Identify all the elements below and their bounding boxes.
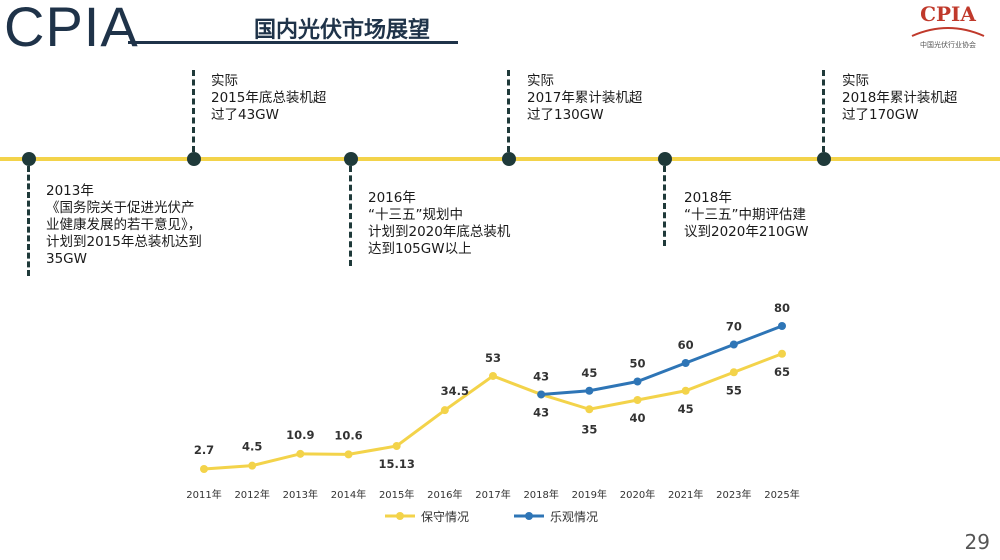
data-label: 40: [629, 411, 645, 425]
legend-label: 乐观情况: [550, 510, 598, 524]
timeline-connector: [27, 166, 30, 276]
data-label: 10.6: [334, 428, 362, 442]
timeline-connector: [822, 70, 825, 152]
x-tick-label: 2020年: [620, 488, 655, 501]
x-tick-label: 2017年: [475, 488, 510, 501]
data-label: 43: [533, 405, 549, 419]
data-point: [729, 340, 738, 349]
timeline-connector: [663, 166, 666, 246]
x-tick-label: 2011年: [186, 488, 221, 501]
data-point: [344, 450, 353, 459]
x-tick-label: 2018年: [523, 488, 558, 501]
data-point: [778, 349, 786, 358]
timeline-line: [0, 157, 1000, 161]
timeline-connector: [349, 166, 352, 266]
data-label: 15.13: [378, 457, 414, 471]
x-tick-label: 2019年: [572, 488, 607, 501]
x-tick-label: 2025年: [764, 488, 799, 501]
series-line-0: [203, 352, 783, 471]
timeline-event-2015: 实际 2015年底总装机超 过了43GW: [211, 73, 327, 123]
timeline-node-2017: [502, 152, 516, 166]
data-point: [681, 386, 690, 395]
logo-arc-icon: [911, 27, 985, 37]
timeline-node-2018-plan: [658, 152, 672, 166]
data-label: 2.7: [194, 443, 214, 457]
x-tick-label: 2015年: [379, 488, 414, 501]
data-point: [681, 359, 690, 367]
x-tick-label: 2012年: [234, 488, 269, 501]
data-point: [248, 461, 257, 470]
brand-logo: CPIA: [4, 0, 139, 58]
x-tick-label: 2014年: [331, 488, 366, 501]
timeline-node-2016: [344, 152, 358, 166]
data-label: 43: [533, 369, 549, 383]
timeline-node-2015: [187, 152, 201, 166]
data-label: 55: [726, 383, 742, 397]
data-label: 4.5: [242, 440, 262, 454]
logo-text: CPIA: [920, 2, 976, 26]
data-point: [585, 386, 594, 395]
legend-label: 保守情况: [421, 510, 469, 524]
data-point: [778, 322, 786, 330]
data-point: [537, 390, 546, 399]
data-point: [729, 368, 738, 377]
page-number: 29: [964, 530, 990, 554]
data-label: 45: [678, 402, 694, 416]
data-label: 70: [726, 320, 742, 334]
title-underline: [128, 41, 458, 44]
series-line-1: [541, 324, 783, 396]
timeline-connector: [192, 70, 195, 152]
x-tick-label: 2013年: [283, 488, 318, 501]
timeline-event-2018-plan: 2018年 “十三五”中期评估建 议到2020年210GW: [684, 190, 809, 240]
data-point: [296, 449, 305, 458]
legend-swatch-marker: [396, 512, 404, 520]
timeline-event-2018-actual: 实际 2018年累计装机超 过了170GW: [842, 73, 958, 123]
logo-subtitle: 中国光伏行业协会: [920, 41, 976, 49]
timeline-event-2016: 2016年 “十三五”规划中 计划到2020年底总装机 达到105GW以上: [368, 190, 511, 257]
data-label: 10.9: [286, 428, 314, 442]
data-label: 35: [581, 422, 597, 436]
data-label: 80: [774, 301, 790, 315]
x-tick-label: 2023年: [716, 488, 751, 501]
data-label: 60: [678, 338, 694, 352]
data-label: 65: [774, 365, 790, 379]
cpia-logo: CPIA 中国光伏行业协会: [900, 2, 996, 56]
data-label: 34.5: [441, 384, 469, 398]
timeline-event-2017: 实际 2017年累计装机超 过了130GW: [527, 73, 643, 123]
data-label: 45: [581, 366, 597, 380]
timeline-event-2013: 2013年 《国务院关于促进光伏产 业健康发展的若干意见》， 计划到2015年总…: [46, 183, 202, 267]
data-point: [585, 405, 594, 414]
timeline-node-2018-actual: [817, 152, 831, 166]
data-point: [440, 406, 449, 415]
timeline-node-2013: [22, 152, 36, 166]
data-point: [633, 377, 642, 386]
data-label: 50: [629, 357, 645, 371]
data-point: [489, 371, 497, 380]
data-label: 53: [485, 351, 501, 365]
data-point: [633, 396, 642, 404]
data-point: [392, 442, 401, 451]
x-tick-label: 2021年: [668, 488, 703, 501]
page-title: 国内光伏市场展望: [254, 18, 431, 43]
legend-swatch-marker: [525, 512, 533, 520]
x-tick-label: 2016年: [427, 488, 462, 501]
data-point: [200, 465, 208, 474]
timeline-connector: [507, 70, 510, 152]
